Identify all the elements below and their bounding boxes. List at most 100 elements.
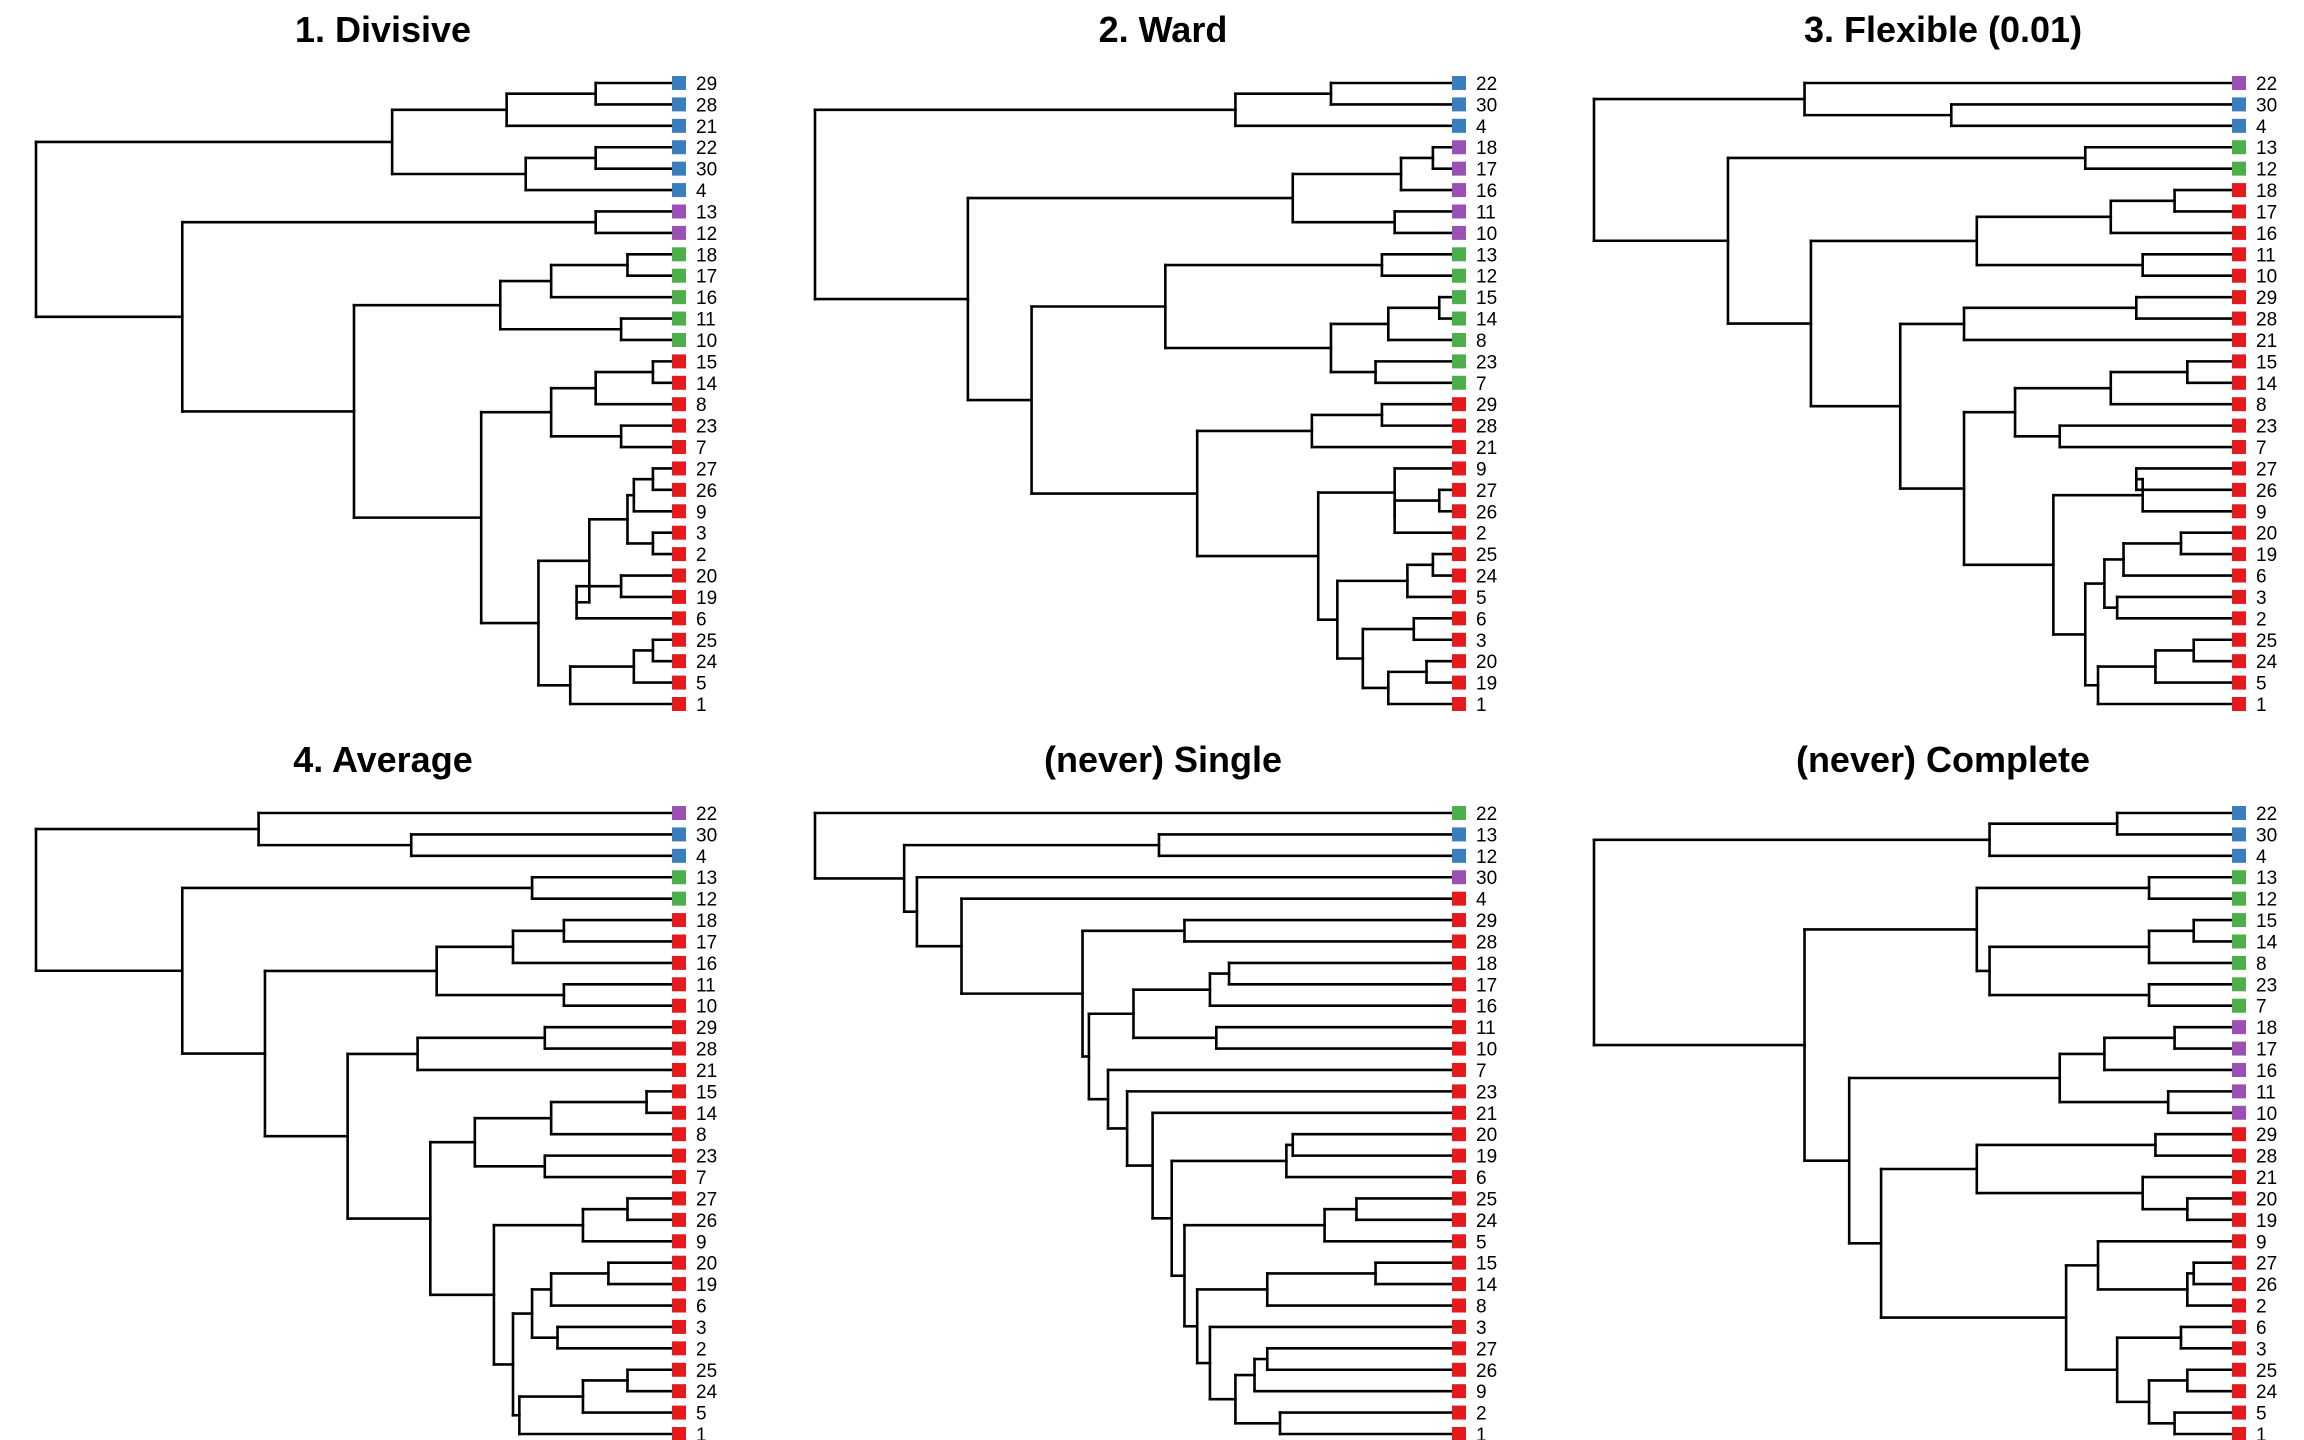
leaf-item: 4 [1452,117,1487,138]
leaf-item: 20 [672,567,717,588]
leaf-label: 2 [1476,524,1487,545]
leaf-color-marker [672,290,686,305]
leaf-item: 9 [1452,1382,1487,1403]
leaf-item: 12 [1452,267,1497,288]
leaf-item: 28 [2232,310,2277,331]
leaf-label: 7 [696,1168,707,1189]
leaf-label: 22 [696,138,717,159]
leaf-color-marker [672,1384,686,1399]
leaf-color-marker [672,161,686,176]
leaf-label: 23 [1476,1082,1497,1103]
leaf-item: 9 [672,1232,707,1253]
leaf-item: 27 [2232,459,2277,480]
leaf-color-marker [672,1041,686,1056]
leaf-item: 8 [2232,395,2267,416]
panel-title: 3. Flexible (0.01) [1804,9,2082,50]
leaf-label: 21 [2256,331,2277,352]
leaf-color-marker [1452,913,1466,928]
dendrogram-panel-complete: (never) Complete 22304131215148237181716… [1592,739,2278,1440]
leaf-label: 5 [696,1404,707,1425]
leaf-label: 3 [696,1318,707,1339]
leaf-label: 19 [696,588,717,609]
leaf-item: 29 [2232,288,2277,309]
leaf-item: 27 [1452,1339,1497,1360]
dendrogram-branches [1592,81,2234,706]
dendrogram-branches [813,811,1454,1436]
leaf-label: 21 [1476,438,1497,459]
dendrogram-panel-average: 4. Average 22304131218171611102928211514… [34,739,718,1440]
leaf-item: 23 [1452,352,1497,373]
leaf-item: 4 [2232,117,2267,138]
leaf-item: 11 [672,310,716,331]
leaf-label: 19 [696,1275,717,1296]
leaf-item: 5 [2232,1404,2267,1425]
leaf-item: 24 [2232,652,2278,673]
leaf-label: 7 [1476,1061,1487,1082]
leaf-item: 27 [672,1189,717,1210]
leaf-item: 7 [672,1168,707,1189]
leaf-color-marker [672,118,686,133]
leaf-item: 30 [1452,95,1497,116]
leaf-color-marker [2232,332,2246,347]
leaf-color-marker [1452,375,1466,390]
leaf-color-marker [672,204,686,219]
leaf-label: 23 [696,417,717,438]
leaf-item: 24 [1452,567,1498,588]
leaf-label: 4 [2256,117,2267,138]
leaf-label: 5 [1476,588,1487,609]
leaf-color-marker [2232,1255,2246,1270]
leaf-item: 16 [2232,1061,2277,1082]
leaf-label: 12 [1476,847,1497,868]
leaf-item: 14 [672,1104,718,1125]
leaf-color-marker [1452,654,1466,669]
leaf-label: 15 [2256,352,2277,373]
leaf-color-marker [2232,97,2246,112]
leaf-item: 8 [1452,1297,1487,1318]
leaf-label: 9 [2256,1232,2267,1253]
leaf-item: 16 [672,954,717,975]
leaf-item: 6 [672,1297,707,1318]
leaf-color-marker [1452,632,1466,647]
leaf-item: 15 [2232,352,2277,373]
leaf-item: 11 [2232,1082,2276,1103]
leaf-label: 6 [1476,1168,1487,1189]
leaf-item: 11 [1452,202,1496,223]
leaf-color-marker [672,332,686,347]
leaf-item: 18 [672,911,717,932]
leaf-item: 5 [2232,674,2267,695]
leaf-label: 4 [1476,117,1487,138]
leaf-label: 22 [1476,74,1497,95]
leaf-item: 10 [672,331,717,352]
leaf-item: 13 [672,202,717,223]
panel-title: (never) Complete [1796,739,2090,780]
leaf-label: 20 [2256,1189,2277,1210]
leaf-label: 20 [696,1254,717,1275]
leaf-label: 10 [696,331,717,352]
leaf-color-marker [2232,1341,2246,1356]
leaf-label: 27 [1476,1339,1497,1360]
leaf-label: 17 [696,932,717,953]
leaf-item: 24 [1452,1211,1498,1232]
leaf-color-marker [1452,482,1466,497]
leaf-list: 2230413121514823718171611102928212019927… [2232,804,2278,1440]
leaf-label: 4 [1476,890,1487,911]
leaf-item: 16 [672,288,717,309]
leaf-color-marker [672,418,686,433]
leaf-item: 28 [1452,932,1497,953]
leaf-label: 20 [696,567,717,588]
leaf-color-marker [1452,118,1466,133]
leaf-color-marker [1452,183,1466,198]
dendrogram-panel-flexible: 3. Flexible (0.01) 223041312181716111029… [1592,9,2278,716]
leaf-item: 14 [2232,374,2278,395]
leaf-item: 12 [672,890,717,911]
leaf-item: 5 [672,674,707,695]
leaf-item: 19 [1452,674,1497,695]
leaf-color-marker [672,247,686,262]
leaf-color-marker [2232,1148,2246,1163]
leaf-item: 22 [2232,804,2277,825]
leaf-color-marker [672,1362,686,1377]
leaf-label: 16 [2256,224,2277,245]
leaf-color-marker [1452,290,1466,305]
leaf-color-marker [1452,934,1466,949]
